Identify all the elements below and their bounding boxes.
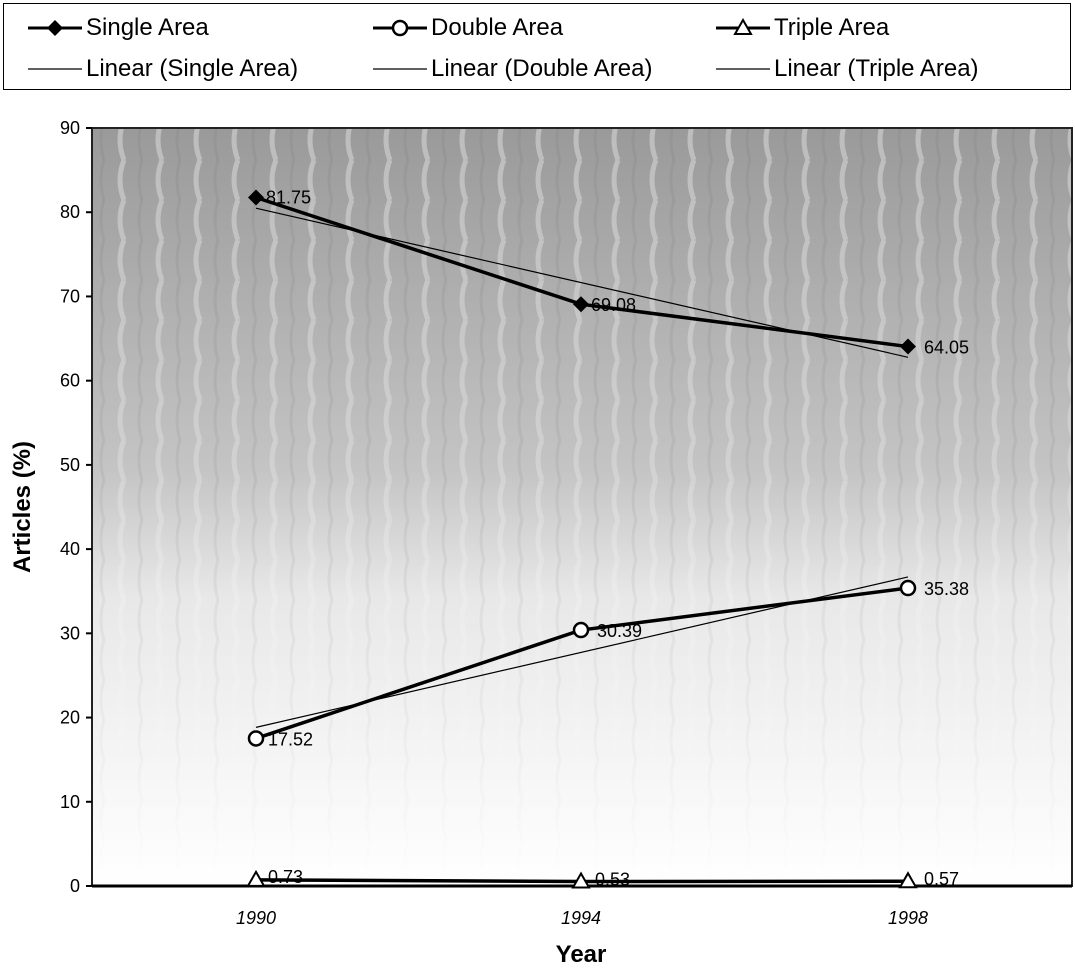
y-tick-label: 70	[60, 286, 80, 306]
data-label: 0.57	[924, 869, 959, 889]
data-labels: 81.75 69.08 64.05 17.52 30.39 35.38 0.73 0.53 0.…	[266, 187, 969, 889]
legend-label: Single Area	[86, 14, 209, 41]
y-tick-label: 60	[60, 371, 80, 391]
data-label: 17.52	[268, 729, 313, 749]
data-label: 0.73	[268, 867, 303, 887]
y-tick-label: 50	[60, 455, 80, 475]
x-tick-label: 1990	[236, 908, 276, 928]
legend-item: Single Area	[26, 8, 209, 48]
circle-marker	[247, 730, 265, 747]
legend-label: Double Area	[431, 14, 564, 41]
legend-label: Linear (Single Area)	[86, 55, 299, 82]
legend-item: Double Area	[371, 8, 563, 48]
triangle-marker	[246, 869, 266, 887]
legend: Single Area Double Area Triple Area Linear …	[3, 3, 1071, 90]
y-tick-label: 40	[60, 539, 80, 559]
x-tick-label: 1994	[561, 908, 601, 928]
data-label: 69.08	[591, 295, 636, 315]
triangle-marker	[898, 871, 918, 889]
data-label: 64.05	[924, 338, 969, 358]
y-tick-label: 20	[60, 708, 80, 728]
legend-label: Linear (Triple Area)	[774, 55, 979, 82]
legend-triangle-marker	[733, 17, 753, 35]
legend-item: Linear (Single Area)	[26, 49, 298, 89]
diamond-marker	[573, 296, 589, 313]
legend-trend-swatch	[716, 68, 770, 70]
plot-background-texture	[92, 128, 1072, 886]
series-layer	[246, 189, 918, 889]
circle-marker	[572, 621, 590, 639]
legend-diamond-swatch	[28, 20, 82, 36]
y-tick-label: 10	[60, 792, 80, 812]
triangle-marker	[571, 871, 591, 889]
legend-diamond-marker	[47, 20, 63, 36]
y-tick-label: 0	[70, 876, 80, 896]
x-tick-label: 1998	[888, 908, 928, 928]
legend-triangle-swatch	[716, 17, 770, 35]
legend-label: Linear (Double Area)	[431, 55, 653, 82]
data-label: 81.75	[266, 187, 311, 207]
x-axis-title: Year	[556, 941, 607, 968]
diamond-marker	[900, 338, 916, 355]
legend-item: Triple Area	[714, 8, 889, 48]
legend-trend-swatch	[373, 68, 427, 70]
data-label: 35.38	[924, 579, 969, 599]
y-axis-title: Articles (%)	[9, 441, 36, 573]
circle-marker	[899, 579, 917, 597]
legend-circle-swatch	[373, 19, 427, 37]
plot-area	[91, 127, 1073, 887]
y-tick-label: 90	[60, 118, 80, 138]
data-label: 0.53	[595, 870, 630, 890]
legend-circle-marker	[391, 19, 409, 37]
legend-item: Linear (Double Area)	[371, 49, 652, 89]
diamond-marker	[248, 189, 264, 206]
legend-item: Linear (Triple Area)	[714, 49, 979, 89]
legend-label: Triple Area	[774, 14, 890, 41]
y-tick-label: 30	[60, 623, 80, 643]
y-tick-label: 80	[60, 202, 80, 222]
legend-trend-swatch	[28, 68, 82, 70]
data-label: 30.39	[597, 621, 642, 641]
